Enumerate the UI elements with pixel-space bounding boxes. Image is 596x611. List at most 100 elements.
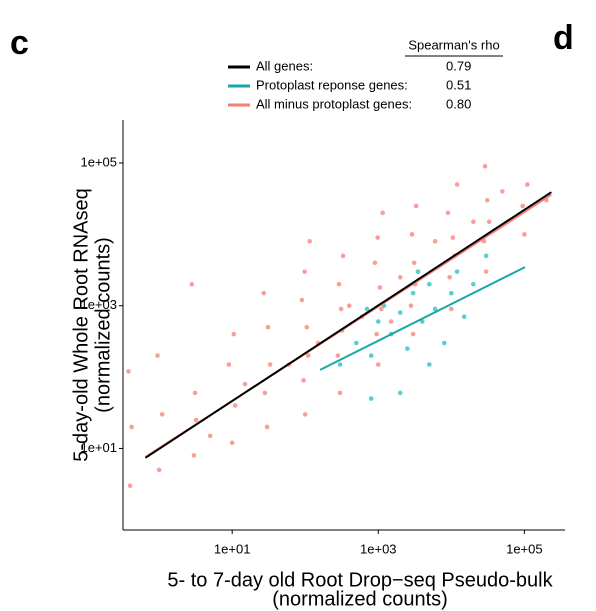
point — [368, 396, 374, 401]
point — [482, 163, 488, 169]
x-tick-label: 1e+01 — [214, 541, 251, 556]
legend-rho: 0.80 — [446, 96, 471, 111]
legend-rho: 0.79 — [446, 58, 471, 73]
point — [301, 378, 306, 383]
point — [307, 238, 312, 244]
fit-line — [144, 191, 552, 459]
point — [242, 381, 248, 387]
point — [305, 353, 311, 358]
point — [364, 306, 370, 312]
y-tick-label: 1e+03 — [80, 297, 117, 312]
point — [525, 182, 530, 187]
legend-label: All minus protoplast genes: — [256, 96, 412, 111]
x-tick-label: 1e+05 — [506, 541, 543, 556]
point — [408, 303, 414, 309]
point — [231, 331, 237, 337]
point — [415, 269, 421, 274]
point — [419, 319, 425, 324]
y-tick-label: 1e+05 — [80, 154, 117, 169]
point — [374, 331, 379, 337]
point — [375, 235, 380, 240]
point — [261, 290, 266, 296]
point — [302, 412, 308, 417]
point — [337, 362, 343, 367]
point — [411, 260, 417, 266]
point — [483, 269, 489, 274]
point — [471, 281, 476, 287]
point — [207, 433, 213, 439]
point — [304, 324, 310, 330]
y-axis-label: 5-day-old Whole Root RNAseq — [70, 188, 92, 461]
fit-line — [319, 266, 526, 371]
point — [375, 319, 381, 324]
point — [129, 424, 134, 430]
point — [232, 403, 238, 408]
point — [409, 232, 415, 237]
point — [191, 453, 197, 458]
x-tick-label: 1e+03 — [360, 541, 397, 556]
point — [500, 189, 505, 194]
point — [353, 340, 359, 346]
point — [471, 219, 476, 225]
panel-label: c — [10, 24, 29, 62]
point — [226, 362, 232, 367]
point — [520, 203, 526, 209]
point — [447, 275, 452, 280]
point — [432, 238, 438, 244]
point — [397, 390, 403, 396]
y-axis-label: (normalized counts) — [92, 237, 114, 413]
panel-label: d — [553, 19, 574, 57]
point — [340, 253, 346, 259]
point — [427, 281, 432, 287]
point — [262, 390, 268, 396]
point — [380, 210, 386, 216]
point — [264, 424, 270, 430]
point — [486, 219, 492, 225]
point — [379, 306, 384, 312]
point — [454, 269, 460, 274]
point — [427, 362, 432, 367]
legend-rho: 0.51 — [446, 77, 471, 92]
point — [155, 353, 160, 358]
point — [441, 340, 447, 346]
point — [410, 331, 416, 337]
point — [265, 324, 271, 330]
point — [449, 290, 454, 296]
point — [388, 319, 394, 324]
point — [338, 306, 344, 312]
point — [375, 362, 381, 367]
point — [413, 203, 419, 209]
point — [302, 269, 307, 274]
point — [377, 285, 383, 290]
legend-label: All genes: — [256, 58, 313, 73]
point — [336, 281, 342, 287]
point — [372, 260, 378, 266]
legend-label: Protoplast reponse genes: — [256, 77, 408, 92]
point — [397, 310, 403, 315]
point — [127, 483, 133, 489]
point — [454, 182, 460, 187]
y-tick-label: 1e+01 — [80, 440, 117, 455]
point — [450, 235, 456, 240]
point — [481, 238, 487, 244]
point — [156, 467, 162, 473]
point — [449, 306, 454, 312]
point — [445, 210, 451, 216]
legend-title: Spearman's rho — [408, 37, 499, 52]
point — [484, 197, 490, 203]
point — [397, 275, 403, 280]
point — [346, 303, 352, 309]
point — [461, 314, 467, 320]
point — [299, 297, 305, 303]
x-axis-label: 5- to 7-day old Root Drop−seq Pseudo-bul… — [167, 569, 553, 591]
point — [267, 362, 273, 367]
point — [189, 281, 195, 287]
x-axis-label: (normalized counts) — [272, 588, 448, 610]
point — [432, 306, 438, 312]
point — [410, 290, 416, 296]
point — [335, 353, 341, 358]
point — [193, 417, 199, 423]
point — [483, 253, 489, 259]
point — [405, 346, 410, 351]
